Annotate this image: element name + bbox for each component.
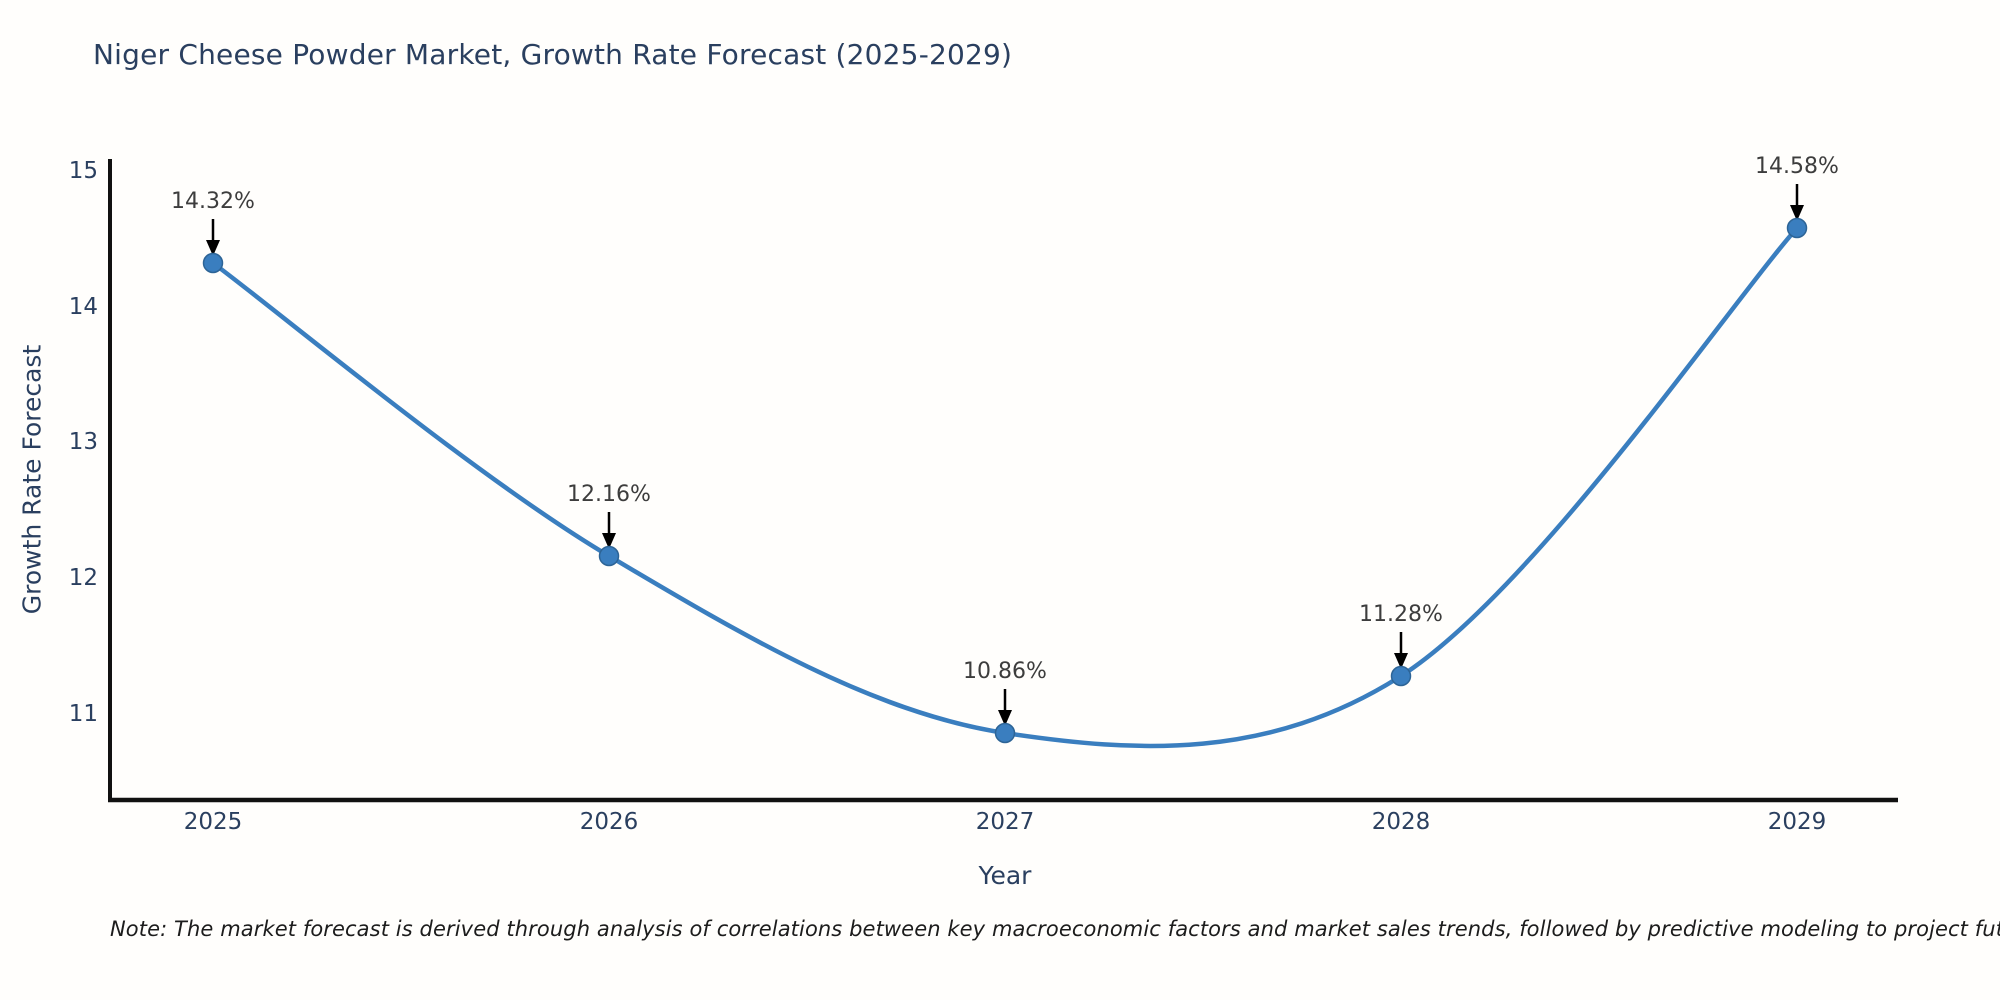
data-point-marker-2029 bbox=[1786, 217, 1808, 239]
data-point-marker-2025 bbox=[202, 252, 224, 274]
annotation-arrows bbox=[211, 184, 1799, 712]
annotation-label-2029: 14.58% bbox=[1755, 154, 1839, 179]
annotation-arrowheads bbox=[206, 205, 1804, 726]
annotation-arrow-head bbox=[1790, 205, 1804, 221]
footnote: Note: The market forecast is derived thr… bbox=[110, 917, 2000, 941]
annotation-label-2028: 11.28% bbox=[1359, 602, 1443, 627]
annotation-label-2026: 12.16% bbox=[567, 482, 651, 507]
annotation-arrow-head bbox=[206, 240, 220, 256]
chart-title: Niger Cheese Powder Market, Growth Rate … bbox=[93, 38, 1013, 71]
x-tick-label-2029: 2029 bbox=[1767, 809, 1827, 835]
y-tick-label-14: 14 bbox=[68, 294, 98, 320]
y-tick-label-11: 11 bbox=[68, 701, 98, 727]
annotation-label-2025: 14.32% bbox=[171, 189, 255, 214]
x-tick-label-2026: 2026 bbox=[579, 809, 639, 835]
annotation-arrow-head bbox=[602, 533, 616, 549]
x-axis-title: Year bbox=[978, 861, 1032, 890]
y-tick-label-12: 12 bbox=[68, 565, 98, 591]
annotation-arrow-head bbox=[1394, 653, 1408, 669]
x-tick-label-2027: 2027 bbox=[975, 809, 1035, 835]
y-tick-label-15: 15 bbox=[68, 158, 98, 184]
data-point-marker-2026 bbox=[598, 545, 620, 567]
data-point-markers bbox=[202, 217, 1808, 744]
x-tick-label-2028: 2028 bbox=[1371, 809, 1431, 835]
data-point-marker-2028 bbox=[1390, 665, 1412, 687]
y-axis-title: Growth Rate Forecast bbox=[17, 344, 47, 615]
annotation-label-2027: 10.86% bbox=[963, 659, 1047, 684]
annotation-arrow-head bbox=[998, 710, 1012, 726]
data-point-marker-2027 bbox=[994, 722, 1016, 744]
x-tick-label-2025: 2025 bbox=[183, 809, 243, 835]
y-tick-label-13: 13 bbox=[68, 429, 98, 455]
